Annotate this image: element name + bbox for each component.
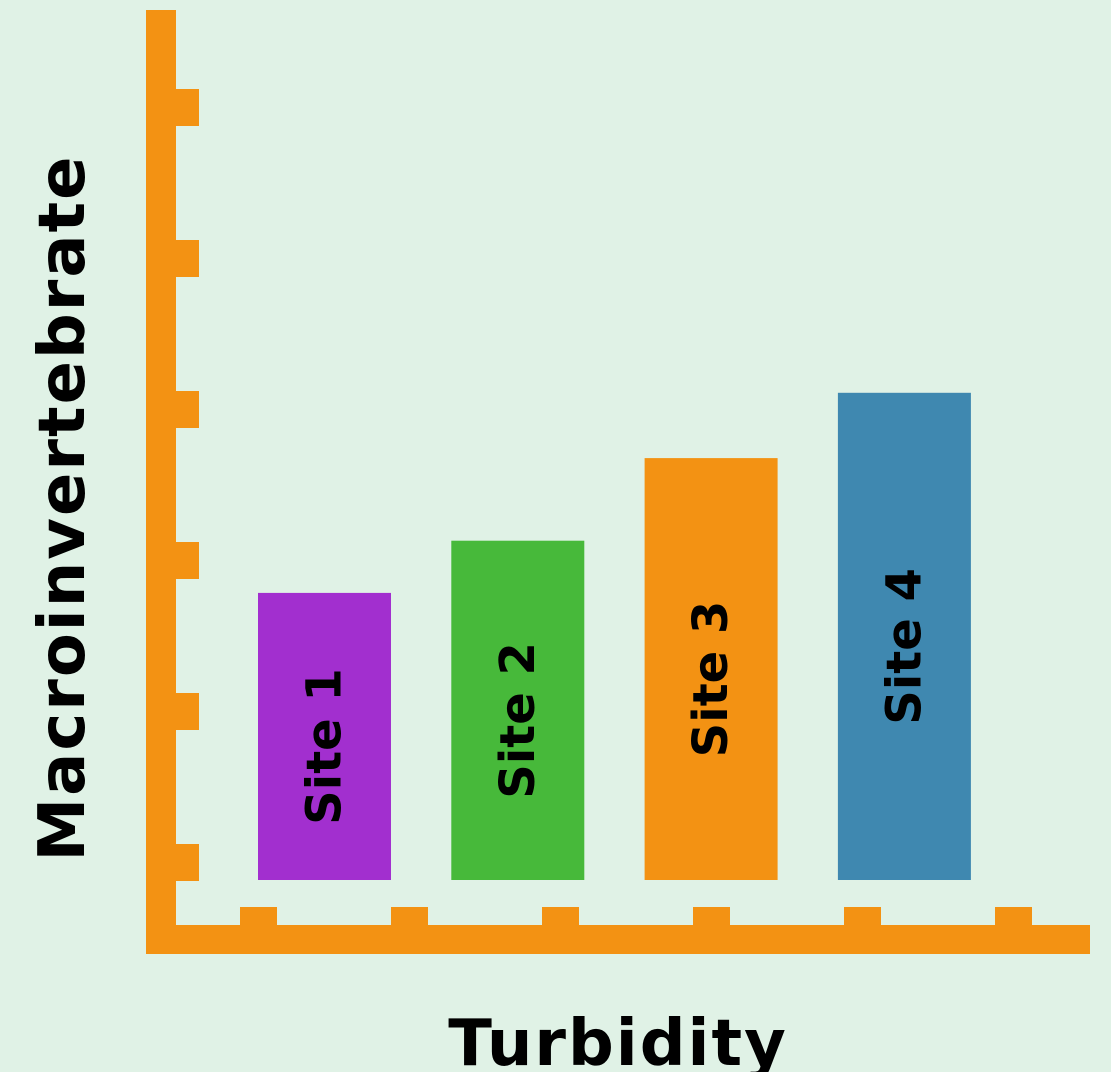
- y-tick: [176, 240, 199, 277]
- bar-group: Site 1: [258, 592, 391, 880]
- y-tick: [176, 844, 199, 881]
- bar-group: Site 4: [837, 392, 971, 880]
- bar: [644, 458, 778, 880]
- bar-group: Site 2: [451, 540, 585, 880]
- x-axis-line: [146, 925, 1090, 954]
- y-tick: [176, 89, 199, 126]
- bar-label: Site 2: [490, 642, 546, 799]
- x-tick: [542, 907, 579, 926]
- x-axis: [146, 907, 1090, 954]
- y-axis-title: Macroinvertebrate: [26, 154, 100, 861]
- bar-label: Site 4: [876, 568, 932, 725]
- bar: [258, 592, 391, 880]
- x-tick: [995, 907, 1032, 926]
- y-tick: [176, 391, 199, 428]
- bar-label: Site 3: [683, 601, 739, 758]
- bar-series: Site 1 Site 2 Site 3 Site 4: [258, 392, 971, 880]
- bar-label: Site 1: [297, 668, 353, 825]
- x-axis-ticks: [240, 907, 1032, 926]
- x-tick: [391, 907, 428, 926]
- y-axis: [146, 10, 199, 954]
- bar: [837, 392, 971, 880]
- bar-group: Site 3: [644, 458, 778, 880]
- y-tick: [176, 542, 199, 579]
- x-tick: [844, 907, 881, 926]
- x-axis-title: Turbidity: [448, 1007, 788, 1072]
- x-tick: [240, 907, 277, 926]
- y-axis-line: [146, 10, 176, 954]
- y-axis-ticks: [176, 89, 199, 881]
- bar: [451, 540, 585, 880]
- y-tick: [176, 693, 199, 730]
- x-tick: [693, 907, 730, 926]
